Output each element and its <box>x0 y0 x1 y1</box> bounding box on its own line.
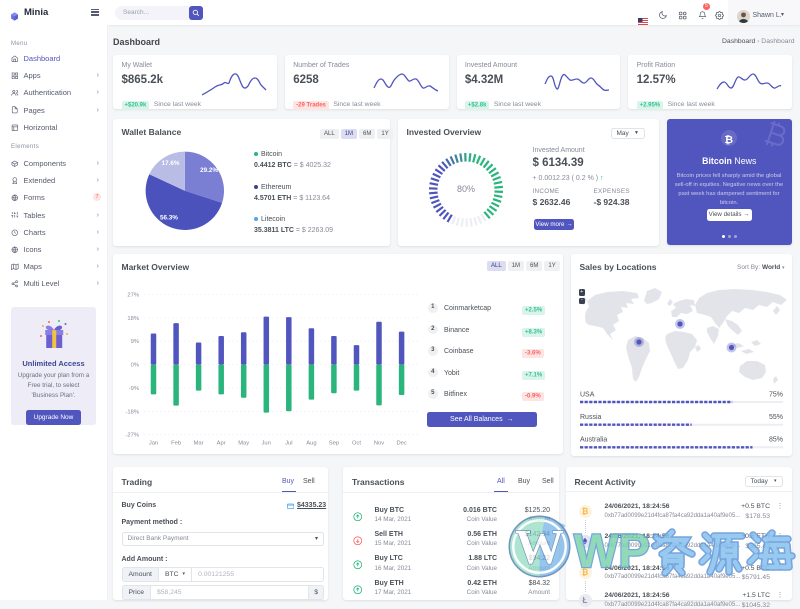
svg-text:May: May <box>238 441 249 447</box>
svg-text:Jul: Jul <box>285 441 292 447</box>
svg-text:29.2%: 29.2% <box>200 167 218 174</box>
svg-text:Dec: Dec <box>396 441 406 447</box>
svg-text:Jan: Jan <box>149 441 158 447</box>
svg-text:9%: 9% <box>131 339 139 345</box>
svg-text:Feb: Feb <box>171 441 181 447</box>
svg-text:75%: 75% <box>769 392 783 399</box>
svg-text:Australia: Australia <box>580 437 607 444</box>
svg-text:85%: 85% <box>769 437 783 444</box>
svg-text:Sep: Sep <box>329 441 339 447</box>
svg-text:27%: 27% <box>127 293 139 299</box>
svg-text:Oct: Oct <box>352 441 361 447</box>
svg-text:USA: USA <box>580 392 595 399</box>
svg-text:55%: 55% <box>769 414 783 421</box>
svg-text:0%: 0% <box>131 363 139 369</box>
svg-text:Apr: Apr <box>217 441 226 447</box>
svg-text:56.3%: 56.3% <box>160 215 178 222</box>
svg-text:Nov: Nov <box>374 441 384 447</box>
svg-text:-9%: -9% <box>129 386 139 392</box>
svg-text:Aug: Aug <box>306 441 316 447</box>
svg-text:Mar: Mar <box>194 441 204 447</box>
svg-text:Russia: Russia <box>580 414 602 421</box>
svg-text:Jun: Jun <box>262 441 271 447</box>
svg-text:17.6%: 17.6% <box>162 160 180 167</box>
svg-text:-27%: -27% <box>125 433 139 439</box>
svg-text:-18%: -18% <box>125 409 139 415</box>
svg-text:18%: 18% <box>127 316 139 322</box>
